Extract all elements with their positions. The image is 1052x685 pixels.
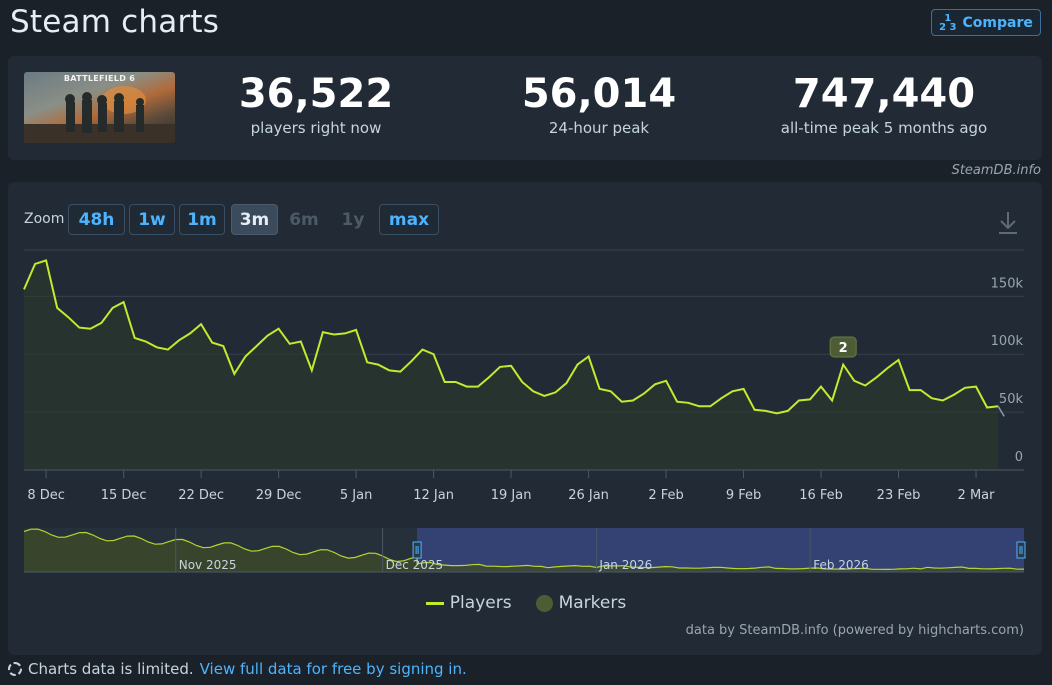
y-tick-label: 100k <box>991 334 1024 349</box>
x-tick-label: 9 Feb <box>726 488 761 503</box>
navigator-handle[interactable] <box>412 541 422 559</box>
legend-markers-label: Markers <box>558 593 627 613</box>
players-line-icon <box>425 601 444 605</box>
game-title: BATTLEFIELD 6 <box>63 74 136 83</box>
footer: Charts data is limited. View full data f… <box>8 660 467 678</box>
page-title: Steam charts <box>10 4 220 40</box>
navigator-handle[interactable] <box>1016 541 1026 559</box>
zoom-button-max[interactable]: max <box>379 204 439 235</box>
stat-label: players right now <box>250 119 382 137</box>
players-area <box>24 260 999 470</box>
x-tick-label: 22 Dec <box>178 488 224 503</box>
legend-players[interactable]: Players <box>425 593 512 613</box>
compare-label: Compare <box>962 14 1033 31</box>
x-tick-label: 2 Feb <box>648 488 683 503</box>
navigator-selection[interactable] <box>417 528 1024 572</box>
zoom-label: Zoom <box>24 211 65 227</box>
y-tick-label: 150k <box>991 276 1024 291</box>
zoom-button-1w[interactable]: 1w <box>129 204 175 235</box>
zoom-button-1m[interactable]: 1m <box>179 204 225 235</box>
x-tick-label: 8 Dec <box>27 488 65 503</box>
zoom-button-1y: 1y <box>341 209 365 230</box>
x-tick-label: 19 Jan <box>491 488 532 503</box>
stat-all-time-peak: 747,440 all-time peak 5 months ago <box>754 70 1014 137</box>
sign-in-link[interactable]: View full data for free by signing in. <box>199 660 467 678</box>
stat-label: 24-hour peak <box>548 119 650 137</box>
zoom-button-48h[interactable]: 48h <box>68 204 125 235</box>
players-line-tail <box>997 405 1005 417</box>
navigator-line <box>23 528 1025 571</box>
powered-by: data by SteamDB.info (powered by highcha… <box>685 623 1024 638</box>
navigator-label: Dec 2025 <box>386 558 444 572</box>
x-tick-label: 2 Mar <box>958 488 996 503</box>
navigator-label: Jan 2026 <box>598 558 652 572</box>
stat-value: 36,522 <box>238 71 394 117</box>
legend-markers[interactable]: Markers <box>535 593 627 613</box>
x-tick-label: 23 Feb <box>877 488 921 503</box>
footer-text: Charts data is limited. <box>28 660 194 678</box>
x-tick-label: 5 Jan <box>340 488 372 503</box>
x-tick-label: 12 Jan <box>413 488 454 503</box>
x-tick-label: 26 Jan <box>568 488 609 503</box>
stat-current: 36,522 players right now <box>216 70 416 137</box>
x-tick-label: 15 Dec <box>101 488 147 503</box>
soldiers-artwork-icon <box>24 86 175 143</box>
chart-legend: Players Markers <box>0 593 1052 613</box>
legend-players-label: Players <box>449 593 512 613</box>
zoom-button-6m: 6m <box>289 209 319 230</box>
players-line[interactable] <box>23 259 999 415</box>
game-thumbnail[interactable]: BATTLEFIELD 6 <box>24 72 175 143</box>
x-tick-label: 29 Dec <box>256 488 302 503</box>
stat-24h-peak: 56,014 24-hour peak <box>499 70 699 137</box>
marker-label: 2 <box>839 341 848 356</box>
stats-panel: BATTLEFIELD 6 36,522 players right now 5… <box>8 56 1042 160</box>
navigator-label: Feb 2026 <box>813 558 869 572</box>
stat-label: all-time peak 5 months ago <box>780 119 988 137</box>
steamdb-credit[interactable]: SteamDB.info <box>951 163 1041 178</box>
navigator-label: Nov 2025 <box>179 558 237 572</box>
marker-flag[interactable] <box>829 336 857 358</box>
stat-value: 747,440 <box>792 71 976 117</box>
y-tick-label: 50k <box>999 392 1024 407</box>
download-icon[interactable] <box>996 210 1020 236</box>
y-tick-label: 0 <box>1015 450 1023 465</box>
zoom-button-3m[interactable]: 3m <box>231 204 278 235</box>
markers-dot-icon <box>535 594 553 612</box>
stat-value: 56,014 <box>521 71 677 117</box>
navigator-area <box>24 529 1024 572</box>
dashed-circle-icon <box>8 662 22 676</box>
x-tick-label: 16 Feb <box>799 488 843 503</box>
